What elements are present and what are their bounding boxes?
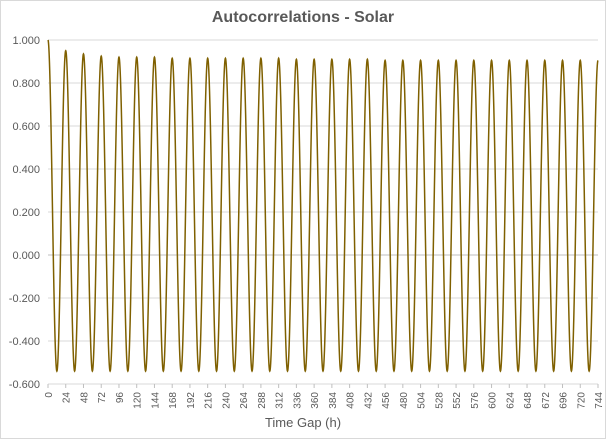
x-tick-label: 600 [488, 392, 499, 409]
x-tick-label: 720 [576, 392, 587, 409]
x-tick-label: 96 [115, 392, 126, 404]
x-tick-label: 696 [559, 392, 570, 409]
x-tick-label: 408 [346, 392, 357, 409]
x-tick-label: 744 [594, 392, 605, 409]
x-tick-label: 264 [239, 392, 250, 409]
x-tick-label: 72 [97, 392, 108, 404]
x-tick-label: 552 [452, 392, 463, 409]
y-tick-label: -0.600 [9, 379, 40, 391]
x-tick-label: 360 [310, 392, 321, 409]
y-tick-label: 0.200 [12, 207, 40, 219]
x-tick-label: 312 [275, 392, 286, 409]
autocorrelation-series-line [47, 39, 599, 373]
x-tick-label: 192 [186, 392, 197, 409]
y-tick-label: 0.400 [12, 164, 40, 176]
x-tick-label: 336 [292, 392, 303, 409]
x-tick-label: 240 [221, 392, 232, 409]
x-tick-label: 456 [381, 392, 392, 409]
x-tick-label: 624 [505, 392, 516, 409]
x-tick-label: 432 [363, 392, 374, 409]
x-tick-label: 0 [44, 392, 55, 398]
y-tick-label: 0.600 [12, 121, 40, 133]
y-tick-label: -0.400 [9, 336, 40, 348]
x-tick-label: 384 [328, 392, 339, 409]
x-tick-label: 672 [541, 392, 552, 409]
x-tick-label: 24 [62, 392, 73, 404]
x-tick-label: 504 [417, 392, 428, 409]
x-tick-label: 648 [523, 392, 534, 409]
x-tick-label: 576 [470, 392, 481, 409]
x-tick-label: 168 [168, 392, 179, 409]
y-tick-label: 0.800 [12, 78, 40, 90]
x-tick-label: 144 [150, 392, 161, 409]
x-tick-label: 48 [79, 392, 90, 404]
y-tick-label: 0.000 [12, 250, 40, 262]
x-tick-label: 480 [399, 392, 410, 409]
x-tick-label: 528 [434, 392, 445, 409]
x-tick-label: 120 [133, 392, 144, 409]
x-tick-label: 216 [204, 392, 215, 409]
x-tick-label: 288 [257, 392, 268, 409]
chart-title: Autocorrelations - Solar [211, 9, 395, 26]
y-tick-label: -0.200 [9, 293, 40, 305]
y-tick-label: 1.000 [12, 35, 40, 47]
x-axis-title: Time Gap (h) [264, 415, 342, 430]
